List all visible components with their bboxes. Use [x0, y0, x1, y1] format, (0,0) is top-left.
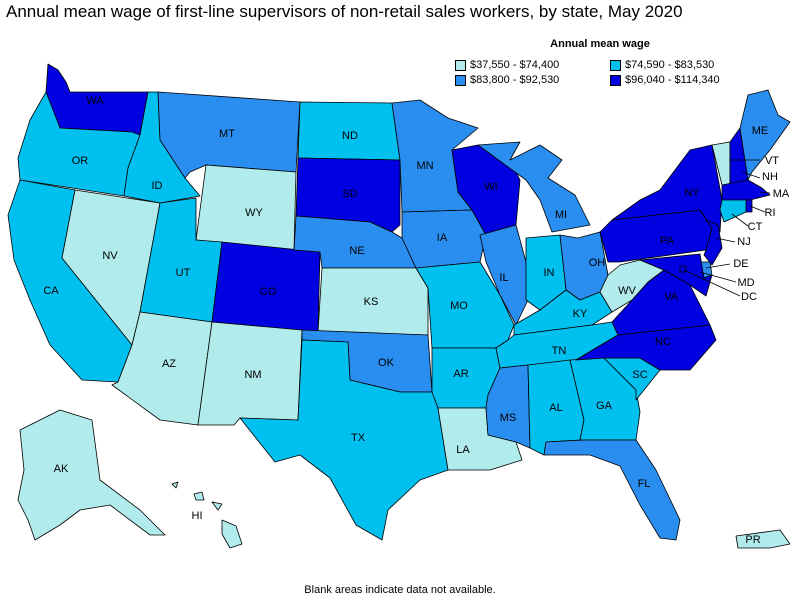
state-DC[interactable]	[679, 265, 687, 273]
state-label-IL: IL	[499, 272, 508, 284]
state-label-ND: ND	[342, 130, 358, 142]
state-ME[interactable]	[739, 89, 791, 181]
state-label-IN: IN	[544, 267, 555, 279]
state-NY[interactable]	[611, 144, 723, 233]
leader-line	[759, 191, 771, 194]
legend-label: $83,800 - $92,530	[470, 74, 560, 86]
state-label-AZ: AZ	[162, 358, 176, 370]
state-label-DC: DC	[741, 291, 757, 303]
state-AK[interactable]	[17, 409, 166, 541]
state-label-ME: ME	[752, 125, 769, 137]
state-FL[interactable]	[543, 439, 681, 541]
legend-item-c4: $96,040 - $114,340	[610, 74, 755, 86]
state-label-KS: KS	[364, 296, 379, 308]
state-label-LA: LA	[456, 444, 470, 456]
state-label-NE: NE	[349, 245, 364, 257]
state-label-AL: AL	[549, 402, 562, 414]
state-label-DE: DE	[733, 258, 748, 270]
state-label-NJ: NJ	[737, 236, 750, 248]
state-label-WV: WV	[618, 285, 636, 297]
state-label-AR: AR	[453, 368, 468, 380]
state-RI[interactable]	[745, 199, 753, 213]
state-label-OK: OK	[378, 357, 395, 369]
legend-swatch	[455, 59, 466, 71]
state-label-MD: MD	[737, 277, 754, 289]
legend-item-c1: $37,550 - $74,400	[455, 59, 610, 71]
state-label-GA: GA	[596, 400, 613, 412]
legend-swatch	[455, 74, 466, 86]
state-label-RI: RI	[765, 207, 776, 219]
state-label-CO: CO	[260, 286, 277, 298]
leader-line	[683, 269, 741, 297]
state-label-NH: NH	[762, 171, 778, 183]
legend-title: Annual mean wage	[550, 38, 650, 50]
leader-line	[749, 205, 766, 213]
state-label-WY: WY	[245, 207, 263, 219]
state-MD[interactable]	[639, 253, 713, 297]
state-label-CA: CA	[43, 285, 59, 297]
state-label-VA: VA	[664, 291, 679, 303]
state-label-TN: TN	[552, 345, 567, 357]
leader-line	[715, 237, 736, 243]
state-label-ID: ID	[152, 180, 163, 192]
legend-item-c3: $74,590 - $83,530	[610, 59, 755, 71]
state-NJ[interactable]	[703, 219, 723, 266]
state-CT[interactable]	[719, 199, 747, 223]
state-label-MS: MS	[500, 412, 517, 424]
state-label-WA: WA	[86, 95, 104, 107]
state-MI[interactable]	[477, 141, 591, 233]
state-label-MN: MN	[416, 160, 433, 172]
legend-swatch	[610, 74, 621, 86]
state-label-NC: NC	[655, 336, 671, 348]
state-label-SC: SC	[632, 369, 647, 381]
state-TX[interactable]	[239, 339, 449, 541]
state-HI[interactable]	[171, 481, 243, 549]
state-label-OH: OH	[589, 257, 606, 269]
leader-line	[705, 263, 731, 269]
state-label-OR: OR	[72, 155, 89, 167]
state-label-MA: MA	[773, 188, 790, 200]
legend-label: $96,040 - $114,340	[625, 74, 720, 86]
state-label-MT: MT	[219, 128, 235, 140]
legend-swatch	[610, 59, 621, 71]
state-label-KY: KY	[573, 308, 588, 320]
state-label-HI: HI	[192, 510, 203, 522]
leader-line	[699, 271, 737, 283]
state-label-VT: VT	[765, 155, 779, 167]
state-label-NV: NV	[102, 250, 118, 262]
legend-label: $37,550 - $74,400	[470, 59, 560, 71]
state-IL[interactable]	[479, 224, 529, 326]
state-label-MO: MO	[450, 300, 468, 312]
state-label-IA: IA	[437, 232, 448, 244]
state-label-TX: TX	[351, 432, 366, 444]
state-label-NY: NY	[684, 187, 700, 199]
footnote: Blank areas indicate data not available.	[304, 584, 496, 596]
state-label-WI: WI	[484, 181, 497, 193]
legend: Annual mean wage $37,550 - $74,400 $74,5…	[455, 38, 755, 86]
state-KS[interactable]	[317, 267, 429, 336]
state-label-MI: MI	[555, 209, 567, 221]
state-label-AK: AK	[54, 463, 69, 475]
state-label-SD: SD	[342, 188, 357, 200]
legend-item-c2: $83,800 - $92,530	[455, 74, 610, 86]
map-title: Annual mean wage of first-line superviso…	[6, 2, 683, 21]
state-PR[interactable]	[735, 529, 791, 549]
state-label-PA: PA	[660, 235, 675, 247]
state-label-CT: CT	[748, 221, 763, 233]
state-label-NM: NM	[244, 369, 261, 381]
leader-line	[731, 213, 749, 227]
leader-line	[741, 171, 761, 179]
state-label-PR: PR	[745, 534, 760, 546]
state-label-FL: FL	[638, 478, 651, 490]
state-label-UT: UT	[176, 267, 191, 279]
legend-label: $74,590 - $83,530	[625, 59, 715, 71]
